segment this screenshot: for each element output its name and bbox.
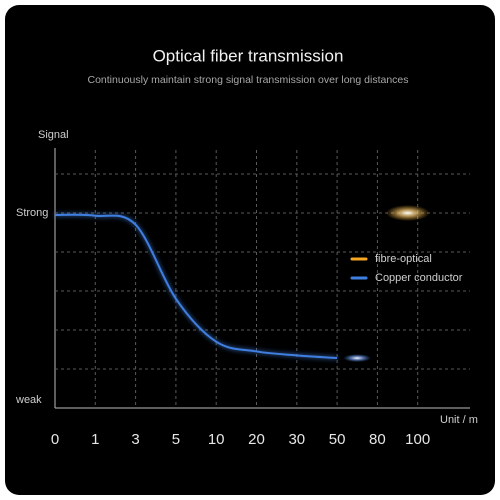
x-tick-label: 3 <box>131 431 139 448</box>
x-tick-label: 10 <box>208 431 225 448</box>
legend-label: fibre-optical <box>375 253 432 265</box>
x-tick-label: 5 <box>172 431 180 448</box>
chart-subtitle: Continuously maintain strong signal tran… <box>88 74 409 86</box>
y-axis-label: Signal <box>38 129 69 141</box>
x-tick-label: 20 <box>248 431 265 448</box>
x-axis-label: Unit / m <box>440 414 478 426</box>
chart-title: Optical fiber transmission <box>153 46 344 65</box>
x-tick-label: 30 <box>288 431 305 448</box>
line-flare <box>343 354 372 363</box>
series-line <box>54 213 338 360</box>
background <box>5 5 495 495</box>
y-tick-label: Strong <box>16 207 48 219</box>
y-tick-label: weak <box>15 394 42 406</box>
x-tick-label: 50 <box>329 431 346 448</box>
x-tick-label: 1 <box>91 431 99 448</box>
x-tick-label: 100 <box>405 431 430 448</box>
x-tick-label: 0 <box>51 431 59 448</box>
legend-label: Copper conductor <box>375 272 463 284</box>
x-tick-label: 80 <box>369 431 386 448</box>
line-flare <box>385 205 430 221</box>
